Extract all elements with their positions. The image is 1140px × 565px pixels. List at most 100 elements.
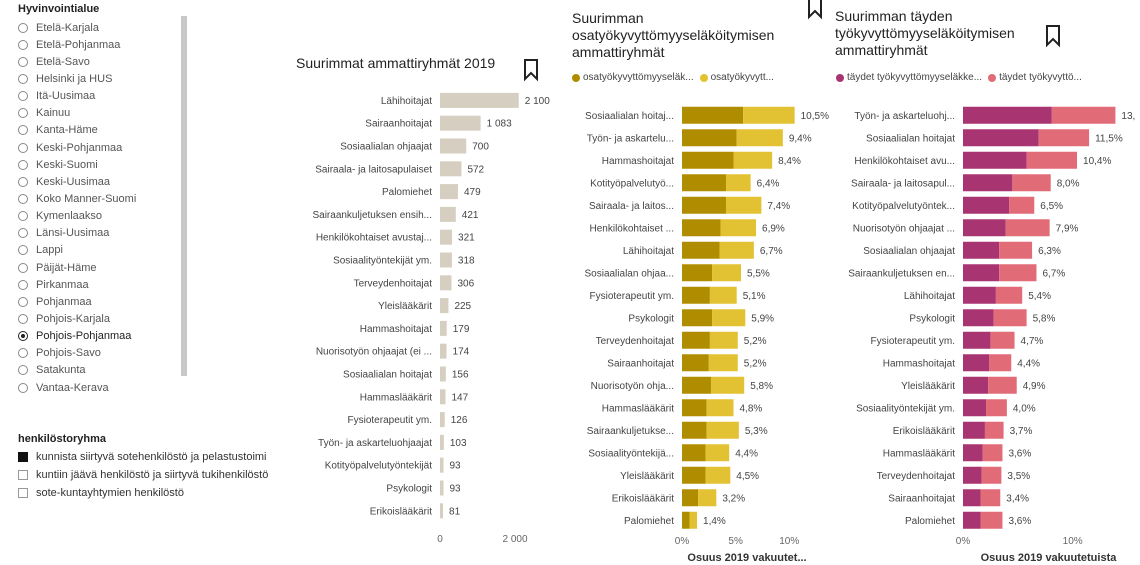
region-option[interactable]: Pohjois-Savo xyxy=(18,345,178,362)
bar-segment[interactable] xyxy=(963,444,983,462)
radio-icon[interactable] xyxy=(18,22,28,33)
bar-segment[interactable] xyxy=(705,466,731,484)
bar-segment[interactable] xyxy=(963,354,990,372)
bar-segment[interactable] xyxy=(993,309,1027,327)
radio-icon[interactable] xyxy=(18,296,28,307)
bar-segment[interactable] xyxy=(705,444,730,462)
bar-segment[interactable] xyxy=(682,129,737,147)
bar-segment[interactable] xyxy=(963,421,985,439)
radio-icon[interactable] xyxy=(18,365,28,376)
bar-segment[interactable] xyxy=(1012,174,1051,192)
bar-segment[interactable] xyxy=(720,219,757,237)
bar-segment[interactable] xyxy=(1051,106,1116,124)
bar-segment[interactable] xyxy=(725,196,762,214)
bar-segment[interactable] xyxy=(999,241,1033,259)
bar[interactable] xyxy=(440,457,444,473)
bar-segment[interactable] xyxy=(682,376,711,394)
bar-segment[interactable] xyxy=(682,354,709,372)
checkbox-icon[interactable] xyxy=(18,470,28,480)
radio-icon[interactable] xyxy=(18,91,28,102)
bar-segment[interactable] xyxy=(990,331,1015,349)
bar-segment[interactable] xyxy=(963,151,1027,169)
bar-segment[interactable] xyxy=(682,466,706,484)
bar-segment[interactable] xyxy=(725,174,751,192)
bar-segment[interactable] xyxy=(1005,219,1050,237)
bar-segment[interactable] xyxy=(1026,151,1078,169)
bar-segment[interactable] xyxy=(984,421,1004,439)
group-option[interactable]: sote-kuntayhtymien henkilöstö xyxy=(18,484,298,502)
chart2-legend-item[interactable]: osatyökyvyttömyyseläk... xyxy=(572,72,694,83)
bar-segment[interactable] xyxy=(963,466,982,484)
bar-segment[interactable] xyxy=(682,331,710,349)
region-option[interactable]: Etelä-Pohjanmaa xyxy=(18,36,178,53)
bar[interactable] xyxy=(440,275,452,291)
bar-segment[interactable] xyxy=(963,331,991,349)
bar-segment[interactable] xyxy=(682,264,713,282)
chart2-legend-item[interactable]: osatyökyvytt... xyxy=(699,72,774,83)
bar-segment[interactable] xyxy=(999,264,1037,282)
bar-segment[interactable] xyxy=(733,151,773,169)
bar-segment[interactable] xyxy=(963,309,994,327)
bar-segment[interactable] xyxy=(682,241,720,259)
bar[interactable] xyxy=(440,206,456,222)
bar[interactable] xyxy=(440,92,519,108)
bar-segment[interactable] xyxy=(682,196,726,214)
region-option[interactable]: Etelä-Savo xyxy=(18,53,178,70)
bar[interactable] xyxy=(440,366,446,382)
bar-segment[interactable] xyxy=(963,241,1000,259)
bar[interactable] xyxy=(440,503,444,519)
region-option[interactable]: Koko Manner-Suomi xyxy=(18,190,178,207)
bar[interactable] xyxy=(440,412,445,428)
bar[interactable] xyxy=(440,252,452,268)
bar[interactable] xyxy=(440,434,444,450)
region-slicer-scrollbar[interactable] xyxy=(181,16,187,376)
radio-icon[interactable] xyxy=(18,228,28,239)
bar[interactable] xyxy=(440,343,447,359)
bar-segment[interactable] xyxy=(963,376,989,394)
region-option[interactable]: Päijät-Häme xyxy=(18,259,178,276)
bar-segment[interactable] xyxy=(963,489,981,507)
region-option[interactable]: Vantaa-Kerava xyxy=(18,379,178,396)
bar-segment[interactable] xyxy=(712,309,746,327)
bar-segment[interactable] xyxy=(963,399,987,417)
radio-icon[interactable] xyxy=(18,73,28,84)
bar-segment[interactable] xyxy=(963,106,1052,124)
bar-segment[interactable] xyxy=(963,196,1010,214)
bar-segment[interactable] xyxy=(995,286,1023,304)
bar[interactable] xyxy=(440,298,449,314)
radio-icon[interactable] xyxy=(18,142,28,153)
radio-icon[interactable] xyxy=(18,279,28,290)
bar-segment[interactable] xyxy=(682,489,699,507)
bar-segment[interactable] xyxy=(743,106,795,124)
bar-segment[interactable] xyxy=(682,399,707,417)
radio-icon[interactable] xyxy=(18,313,28,324)
bar[interactable] xyxy=(440,138,467,154)
bar-segment[interactable] xyxy=(963,511,981,529)
bar-segment[interactable] xyxy=(963,264,1000,282)
radio-icon[interactable] xyxy=(18,39,28,50)
region-option[interactable]: Lappi xyxy=(18,242,178,259)
radio-icon[interactable] xyxy=(18,193,28,204)
radio-icon[interactable] xyxy=(18,176,28,187)
bar-segment[interactable] xyxy=(709,331,738,349)
bar-segment[interactable] xyxy=(980,511,1003,529)
bar[interactable] xyxy=(440,115,481,131)
radio-icon[interactable] xyxy=(18,348,28,359)
bar-segment[interactable] xyxy=(709,286,737,304)
region-option[interactable]: Pohjois-Karjala xyxy=(18,310,178,327)
group-option[interactable]: kuntiin jäävä henkilöstö ja siirtyvä tuk… xyxy=(18,466,298,484)
region-option[interactable]: Etelä-Karjala xyxy=(18,19,178,36)
bar-segment[interactable] xyxy=(708,354,738,372)
region-option[interactable]: Pohjanmaa xyxy=(18,293,178,310)
region-option[interactable]: Helsinki ja HUS xyxy=(18,70,178,87)
bookmark-icon[interactable] xyxy=(806,0,826,20)
checkbox-icon[interactable] xyxy=(18,452,28,462)
bar-segment[interactable] xyxy=(682,106,744,124)
chart3-legend-item[interactable]: täydet työkyvyttömyyseläkke... xyxy=(836,72,982,83)
region-option[interactable]: Kainuu xyxy=(18,105,178,122)
region-option[interactable]: Keski-Suomi xyxy=(18,156,178,173)
bar-segment[interactable] xyxy=(698,489,717,507)
bookmark-icon[interactable] xyxy=(1044,24,1064,48)
bar-segment[interactable] xyxy=(719,241,754,259)
bar-segment[interactable] xyxy=(982,444,1003,462)
